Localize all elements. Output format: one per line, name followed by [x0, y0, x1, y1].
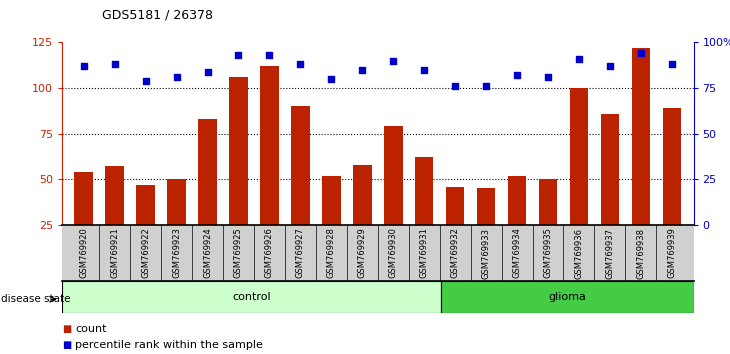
Text: ■: ■	[62, 340, 72, 350]
Point	[294, 62, 306, 67]
Bar	[62, 281, 441, 313]
Point	[450, 84, 461, 89]
Text: GSM769922: GSM769922	[141, 228, 150, 278]
Bar	[539, 179, 557, 225]
Bar	[199, 119, 217, 225]
Text: GSM769926: GSM769926	[265, 228, 274, 279]
Bar	[477, 188, 496, 225]
Text: GSM769920: GSM769920	[80, 228, 88, 278]
Point	[388, 58, 399, 64]
Point	[78, 63, 90, 69]
Text: GSM769932: GSM769932	[450, 228, 460, 279]
Text: GSM769935: GSM769935	[544, 228, 553, 279]
Bar	[229, 77, 247, 225]
Point	[264, 52, 275, 58]
Point	[139, 78, 151, 84]
Text: GSM769930: GSM769930	[389, 228, 398, 279]
Bar	[291, 106, 310, 225]
Text: GSM769934: GSM769934	[512, 228, 521, 279]
Point	[109, 62, 120, 67]
Text: GSM769927: GSM769927	[296, 228, 305, 279]
Bar	[137, 185, 155, 225]
Point	[542, 74, 554, 80]
Bar	[446, 187, 464, 225]
Text: GSM769923: GSM769923	[172, 228, 181, 279]
Text: percentile rank within the sample: percentile rank within the sample	[75, 340, 263, 350]
Point	[511, 73, 523, 78]
Point	[233, 52, 245, 58]
Text: GSM769928: GSM769928	[327, 228, 336, 279]
Bar	[384, 126, 402, 225]
Text: GSM769925: GSM769925	[234, 228, 243, 278]
Point	[480, 84, 492, 89]
Bar	[105, 166, 124, 225]
Text: GSM769937: GSM769937	[605, 228, 615, 279]
Bar	[353, 165, 372, 225]
Text: GSM769929: GSM769929	[358, 228, 366, 278]
Point	[604, 63, 616, 69]
Text: ■: ■	[62, 324, 72, 334]
Point	[418, 67, 430, 73]
Bar	[415, 157, 434, 225]
Bar	[260, 66, 279, 225]
Text: GSM769936: GSM769936	[575, 228, 583, 279]
Bar	[569, 88, 588, 225]
Bar	[663, 108, 681, 225]
Point	[666, 62, 677, 67]
Bar	[631, 48, 650, 225]
Point	[635, 51, 647, 56]
Text: GSM769939: GSM769939	[667, 228, 676, 279]
Text: control: control	[232, 292, 271, 302]
Bar	[74, 172, 93, 225]
Text: GSM769931: GSM769931	[420, 228, 429, 279]
Text: GSM769921: GSM769921	[110, 228, 119, 278]
Text: GDS5181 / 26378: GDS5181 / 26378	[102, 9, 213, 22]
Point	[573, 56, 585, 62]
Point	[201, 69, 213, 74]
Text: GSM769938: GSM769938	[637, 228, 645, 279]
Point	[171, 74, 182, 80]
Bar	[322, 176, 341, 225]
Text: GSM769933: GSM769933	[482, 228, 491, 279]
Text: glioma: glioma	[548, 292, 586, 302]
Bar	[441, 281, 694, 313]
Bar	[508, 176, 526, 225]
Bar	[601, 114, 619, 225]
Point	[326, 76, 337, 82]
Text: GSM769924: GSM769924	[203, 228, 212, 278]
Point	[356, 67, 368, 73]
Text: count: count	[75, 324, 107, 334]
Text: disease state: disease state	[1, 294, 71, 304]
Bar	[167, 179, 186, 225]
